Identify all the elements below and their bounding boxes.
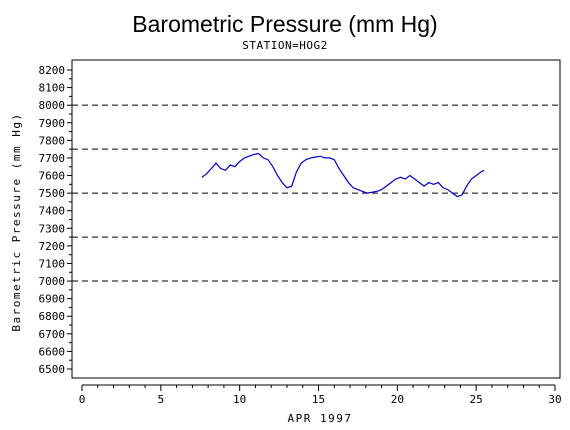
y-tick-label: 7500 bbox=[39, 187, 66, 200]
y-tick-label: 6900 bbox=[39, 293, 66, 306]
y-tick-label: 7800 bbox=[39, 134, 66, 147]
chart-subtitle: STATION=HOG2 bbox=[242, 39, 327, 52]
y-tick-label: 7900 bbox=[39, 117, 66, 130]
series-layer bbox=[201, 152, 485, 198]
y-tick-label: 6700 bbox=[39, 328, 66, 341]
x-tick-label: 20 bbox=[391, 393, 404, 406]
y-tick-label: 6600 bbox=[39, 345, 66, 358]
y-tick-label: 8200 bbox=[39, 64, 66, 77]
plot-frame bbox=[71, 59, 561, 379]
y-tick-label: 8000 bbox=[39, 99, 66, 112]
y-axis-label: Barometric Pressure (mm Hg) bbox=[10, 112, 23, 331]
y-tick-label: 7700 bbox=[39, 152, 66, 165]
y-tick-label: 7400 bbox=[39, 205, 66, 218]
pressure-series-line bbox=[201, 152, 485, 198]
x-tick-label: 25 bbox=[470, 393, 483, 406]
x-tick-label: 5 bbox=[158, 393, 165, 406]
x-tick-label: 10 bbox=[233, 393, 246, 406]
y-tick-label: 7100 bbox=[39, 257, 66, 270]
x-axis: 0 5 10 15 20 25 30 bbox=[79, 384, 562, 406]
y-tick-label: 8100 bbox=[39, 82, 66, 95]
y-axis: 6500 6600 6700 6800 6900 7000 7100 7200 7300 7400… bbox=[39, 64, 72, 376]
x-tick-label: 0 bbox=[79, 393, 86, 406]
x-axis-label: APR 1997 bbox=[288, 412, 353, 425]
y-tick-label: 7200 bbox=[39, 240, 66, 253]
x-tick-label: 30 bbox=[548, 393, 561, 406]
y-tick-label: 7000 bbox=[39, 275, 66, 288]
reference-lines bbox=[72, 104, 560, 282]
y-tick-label: 7600 bbox=[39, 170, 66, 183]
y-tick-label: 6800 bbox=[39, 310, 66, 323]
chart-title: Barometric Pressure (mm Hg) bbox=[132, 11, 437, 37]
y-tick-label: 6500 bbox=[39, 363, 66, 376]
y-tick-label: 7300 bbox=[39, 222, 66, 235]
x-tick-label: 15 bbox=[312, 393, 325, 406]
